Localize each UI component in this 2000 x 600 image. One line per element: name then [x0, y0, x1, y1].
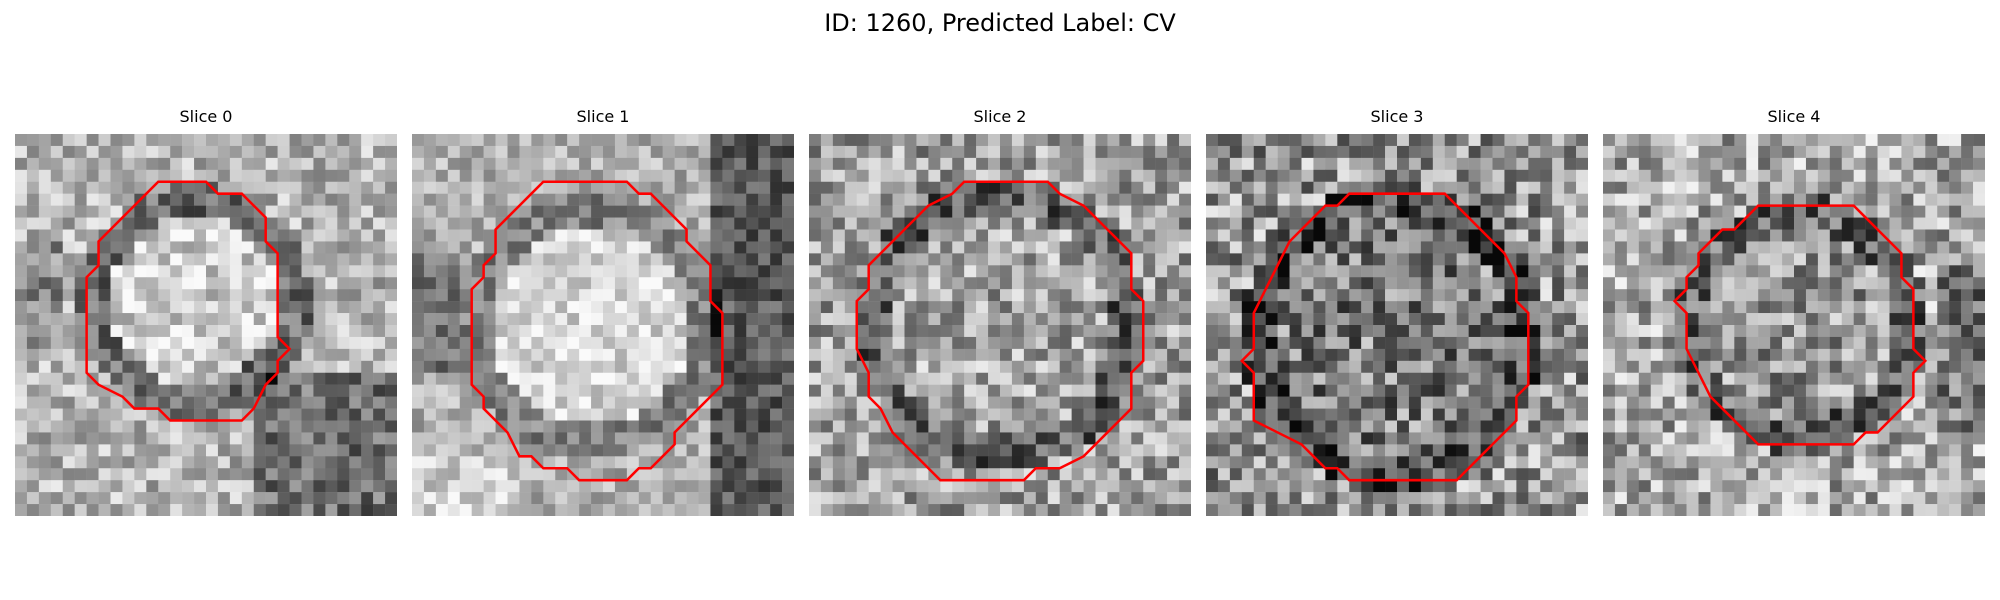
- slice-image-3: [1206, 134, 1588, 516]
- slice-2-contour: [855, 180, 1145, 482]
- figure-title: ID: 1260, Predicted Label: CV: [824, 9, 1176, 37]
- slice-title-2: Slice 2: [973, 107, 1027, 126]
- slice-image-4: [1603, 134, 1985, 516]
- slice-2-pixels: [809, 134, 1191, 516]
- slice-image-2: [809, 134, 1191, 516]
- slice-panel-2: Slice 2: [809, 107, 1191, 516]
- slice-panel-1: Slice 1: [412, 107, 794, 516]
- slice-3-contour: [1240, 192, 1530, 482]
- slice-panel-4: Slice 4: [1603, 107, 1985, 516]
- slice-3-pixels: [1206, 134, 1588, 516]
- slice-image-1: [412, 134, 794, 516]
- slice-title-0: Slice 0: [179, 107, 233, 126]
- slice-title-3: Slice 3: [1370, 107, 1424, 126]
- slice-panel-0: Slice 0: [15, 107, 397, 516]
- slice-1-contour: [470, 180, 724, 482]
- slice-title-1: Slice 1: [576, 107, 630, 126]
- slice-title-4: Slice 4: [1767, 107, 1821, 126]
- slice-4-pixels: [1603, 134, 1985, 516]
- slice-image-0: [15, 134, 397, 516]
- slice-0-contour: [85, 180, 292, 422]
- slice-4-contour: [1672, 204, 1928, 446]
- slice-1-pixels: [412, 134, 794, 516]
- slice-panel-3: Slice 3: [1206, 107, 1588, 516]
- slice-0-pixels: [15, 134, 397, 516]
